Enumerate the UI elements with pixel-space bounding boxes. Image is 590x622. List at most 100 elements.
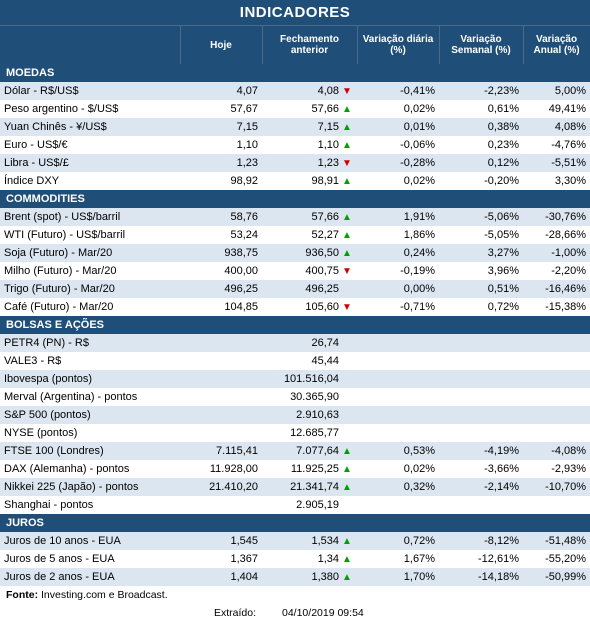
cell-today: 57,67 (180, 100, 262, 118)
cell-yvar: -4,76% (523, 136, 590, 154)
section-name: JUROS (0, 514, 590, 532)
cell-prev: 26,74▲ (262, 334, 357, 352)
cell-today: 11.928,00 (180, 460, 262, 478)
cell-wvar: -2,23% (439, 82, 523, 100)
row-label: Libra - US$/£ (0, 154, 180, 172)
cell-wvar: -14,18% (439, 568, 523, 586)
arrow-down-icon: ▼ (341, 158, 353, 169)
cell-dvar: 0,02% (357, 100, 439, 118)
cell-yvar: -50,99% (523, 568, 590, 586)
table-row: Shanghai - pontos2.905,19▲ (0, 496, 590, 514)
cell-prev: 12.685,77▲ (262, 424, 357, 442)
cell-today: 53,24 (180, 226, 262, 244)
cell-today: 400,00 (180, 262, 262, 280)
table-row: Merval (Argentina) - pontos30.365,90▲ (0, 388, 590, 406)
row-label: Yuan Chinês - ¥/US$ (0, 118, 180, 136)
arrow-down-icon: ▼ (341, 302, 353, 313)
table-row: Soja (Futuro) - Mar/20938,75936,50▲0,24%… (0, 244, 590, 262)
cell-today (180, 370, 262, 388)
row-label: FTSE 100 (Londres) (0, 442, 180, 460)
cell-yvar: 3,30% (523, 172, 590, 190)
cell-prev: 2.905,19▲ (262, 496, 357, 514)
table-row: DAX (Alemanha) - pontos11.928,0011.925,2… (0, 460, 590, 478)
row-label: Ibovespa (pontos) (0, 370, 180, 388)
cell-dvar: 0,02% (357, 460, 439, 478)
cell-today: 496,25 (180, 280, 262, 298)
row-label: Merval (Argentina) - pontos (0, 388, 180, 406)
row-label: NYSE (pontos) (0, 424, 180, 442)
cell-yvar: -2,93% (523, 460, 590, 478)
table-row: Euro - US$/€1,101,10▲-0,06%0,23%-4,76% (0, 136, 590, 154)
cell-yvar: -15,38% (523, 298, 590, 316)
source-value: Investing.com e Broadcast. (41, 589, 168, 601)
column-header (0, 26, 180, 65)
arrow-up-icon: ▲ (341, 230, 353, 241)
cell-wvar: 0,38% (439, 118, 523, 136)
arrow-up-icon: ▲ (341, 572, 353, 583)
cell-wvar: 0,23% (439, 136, 523, 154)
table-row: Nikkei 225 (Japão) - pontos21.410,2021.3… (0, 478, 590, 496)
cell-wvar: 0,51% (439, 280, 523, 298)
cell-yvar: -4,08% (523, 442, 590, 460)
cell-dvar (357, 370, 439, 388)
cell-prev: 1,534▲ (262, 532, 357, 550)
cell-wvar: 0,61% (439, 100, 523, 118)
table-row: Brent (spot) - US$/barril58,7657,66▲1,91… (0, 208, 590, 226)
title-row: INDICADORES (0, 0, 590, 26)
cell-dvar: 0,02% (357, 172, 439, 190)
cell-prev: 4,08▼ (262, 82, 357, 100)
cell-dvar: -0,41% (357, 82, 439, 100)
column-header: Variação Anual (%) (523, 26, 590, 65)
cell-wvar: -8,12% (439, 532, 523, 550)
indicators-table: INDICADORESHojeFechamento anterior Variaç… (0, 0, 590, 622)
column-header: Hoje (180, 26, 262, 65)
cell-yvar (523, 388, 590, 406)
cell-yvar: -16,46% (523, 280, 590, 298)
row-label: Juros de 5 anos - EUA (0, 550, 180, 568)
cell-prev: 1,380▲ (262, 568, 357, 586)
cell-dvar: 1,86% (357, 226, 439, 244)
row-label: Trigo (Futuro) - Mar/20 (0, 280, 180, 298)
cell-yvar: -55,20% (523, 550, 590, 568)
cell-dvar (357, 496, 439, 514)
cell-yvar: 4,08% (523, 118, 590, 136)
cell-yvar: -28,66% (523, 226, 590, 244)
table-row: WTI (Futuro) - US$/barril53,2452,27▲1,86… (0, 226, 590, 244)
table-row: Libra - US$/£1,231,23▼-0,28%0,12%-5,51% (0, 154, 590, 172)
cell-dvar: -0,71% (357, 298, 439, 316)
row-label: Juros de 10 anos - EUA (0, 532, 180, 550)
cell-yvar (523, 424, 590, 442)
row-label: Dólar - R$/US$ (0, 82, 180, 100)
table-title: INDICADORES (0, 0, 590, 26)
row-label: WTI (Futuro) - US$/barril (0, 226, 180, 244)
section-name: COMMODITIES (0, 190, 590, 208)
cell-wvar (439, 424, 523, 442)
cell-prev: 101.516,04▲ (262, 370, 357, 388)
cell-dvar: 0,72% (357, 532, 439, 550)
cell-today: 104,85 (180, 298, 262, 316)
arrow-up-icon: ▲ (341, 554, 353, 565)
arrow-up-icon: ▲ (341, 212, 353, 223)
cell-wvar (439, 406, 523, 424)
cell-wvar (439, 496, 523, 514)
cell-prev: 400,75▼ (262, 262, 357, 280)
cell-dvar: 1,67% (357, 550, 439, 568)
cell-wvar: 0,72% (439, 298, 523, 316)
column-header: Fechamento anterior (262, 26, 357, 65)
arrow-up-icon: ▲ (341, 140, 353, 151)
cell-prev: 496,25▲ (262, 280, 357, 298)
cell-dvar: -0,19% (357, 262, 439, 280)
cell-today: 21.410,20 (180, 478, 262, 496)
cell-yvar: -30,76% (523, 208, 590, 226)
cell-wvar: 3,27% (439, 244, 523, 262)
arrow-up-icon: ▲ (341, 464, 353, 475)
arrow-up-icon: ▲ (341, 104, 353, 115)
cell-prev: 105,60▼ (262, 298, 357, 316)
cell-prev: 936,50▲ (262, 244, 357, 262)
table-row: FTSE 100 (Londres)7.115,417.077,64▲0,53%… (0, 442, 590, 460)
cell-dvar (357, 406, 439, 424)
cell-wvar: -2,14% (439, 478, 523, 496)
section-header: BOLSAS E AÇÕES (0, 316, 590, 334)
arrow-up-icon: ▲ (341, 248, 353, 259)
row-label: Soja (Futuro) - Mar/20 (0, 244, 180, 262)
